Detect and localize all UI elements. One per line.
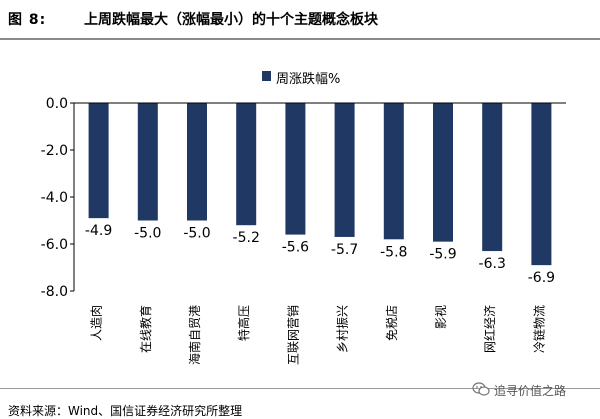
y-tick-label: -8.0 <box>41 284 68 300</box>
data-label: -5.7 <box>331 242 358 258</box>
bar <box>433 103 453 242</box>
x-tick-label: 互联网营销 <box>286 305 300 365</box>
data-label: -5.0 <box>183 226 210 242</box>
data-label: -5.2 <box>233 230 260 246</box>
bar <box>137 103 158 221</box>
bar <box>482 103 503 252</box>
bar <box>236 103 257 226</box>
data-label: -5.0 <box>134 226 161 242</box>
bar <box>531 103 552 266</box>
legend-label: 周涨跌幅% <box>276 72 341 87</box>
data-label: -4.9 <box>85 223 112 239</box>
watermark-text: 追寻价值之路 <box>494 384 567 398</box>
x-tick-label: 人造肉 <box>90 305 104 341</box>
y-tick-label: 0.0 <box>46 96 68 112</box>
x-tick-label: 影视 <box>433 305 448 329</box>
figure-number: 图 8: <box>8 12 47 28</box>
footer-rule <box>0 388 600 416</box>
legend-swatch <box>262 71 271 81</box>
y-tick-label: -4.0 <box>41 190 68 206</box>
y-tick-label: -6.0 <box>41 237 68 253</box>
wechat-icon <box>472 382 490 396</box>
x-tick-label: 网红经济 <box>482 305 497 353</box>
bar <box>285 103 306 235</box>
x-tick-label: 在线教育 <box>138 305 153 353</box>
data-label: -5.8 <box>380 244 407 260</box>
figure-header: 图 8: 上周跌幅最大（涨幅最小）的十个主题概念板块 <box>0 0 600 40</box>
data-label: -5.6 <box>282 240 309 256</box>
bar <box>383 103 404 240</box>
x-tick-label: 免税店 <box>384 305 399 341</box>
y-tick-label: -2.0 <box>41 143 68 159</box>
x-tick-label: 特高压 <box>236 305 251 341</box>
source-note: 资料来源：Wind、国信证券经济研究所整理 <box>8 404 243 418</box>
bar <box>187 103 207 221</box>
x-tick-label: 冷链物流 <box>531 305 546 353</box>
bar <box>334 103 355 237</box>
bar <box>88 103 109 219</box>
data-label: -6.9 <box>528 270 555 286</box>
x-tick-label: 乡村振兴 <box>336 305 350 353</box>
data-label: -5.9 <box>429 247 456 263</box>
data-label: -6.3 <box>479 256 506 272</box>
x-tick-label: 海南自贸港 <box>187 305 202 365</box>
chart-title: 上周跌幅最大（涨幅最小）的十个主题概念板块 <box>84 12 378 28</box>
